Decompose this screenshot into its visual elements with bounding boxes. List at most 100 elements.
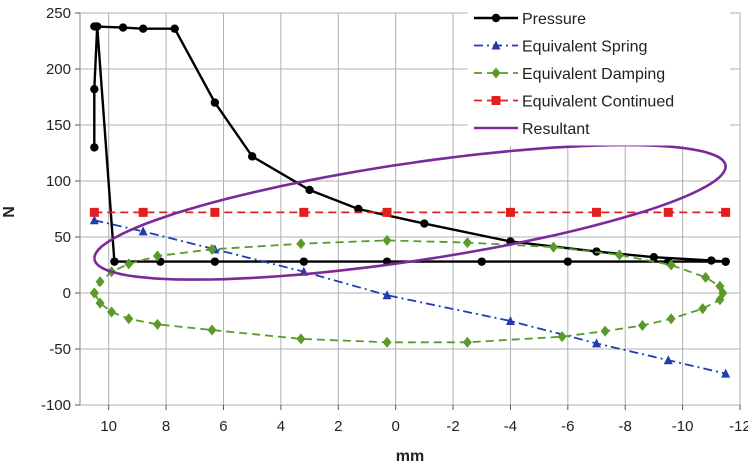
series-equivalent-spring: [89, 215, 731, 378]
data-point-equivalent-continued: [592, 207, 602, 217]
data-point-pressure: [354, 204, 363, 214]
legend-label-pressure: Pressure: [522, 11, 586, 28]
data-point-pressure: [305, 185, 314, 195]
x-tick-label: -8: [619, 418, 632, 435]
y-tick-label: 100: [46, 173, 71, 190]
data-point-pressure: [247, 152, 257, 161]
x-tick-label: -2: [446, 418, 459, 435]
data-point-equivalent-damping: [666, 313, 676, 325]
y-tick-label: 150: [46, 117, 71, 134]
data-point-equivalent-spring: [505, 316, 515, 325]
x-tick-label: -4: [504, 418, 517, 435]
data-point-equivalent-damping: [382, 234, 392, 246]
legend-marker-equivalent-damping: [491, 67, 501, 79]
y-tick-label: -50: [49, 341, 71, 358]
data-point-equivalent-damping: [152, 250, 162, 262]
data-point-pressure: [90, 84, 99, 94]
x-tick-label: 4: [277, 418, 285, 435]
data-point-equivalent-damping: [557, 331, 567, 343]
legend-label-equivalent-damping: Equivalent Damping: [522, 66, 665, 83]
series-layer: [89, 22, 731, 378]
data-point-equivalent-continued: [210, 207, 220, 217]
series-line-equivalent-damping: [93, 239, 724, 344]
data-point-equivalent-continued: [663, 207, 673, 217]
x-tick-label: 2: [334, 418, 342, 435]
axes: 10 8 6 4 2 0 -2 -4 -6 -8 -10 -12 -100 -50 0 50 100 150 200…: [41, 5, 748, 435]
data-point-pressure: [170, 24, 179, 33]
data-point-pressure: [90, 22, 99, 31]
legend: Pressure Equivalent Spring Equivalent Damp…: [468, 4, 730, 146]
data-point-equivalent-spring: [592, 338, 602, 348]
series-equivalent-damping: [89, 234, 728, 348]
data-point-equivalent-damping: [107, 306, 117, 318]
series-line-equivalent-spring: [94, 219, 726, 375]
data-point-equivalent-damping: [614, 249, 624, 261]
series-resultant: [93, 143, 728, 281]
data-point-equivalent-continued: [299, 207, 309, 217]
data-point-equivalent-damping: [698, 303, 708, 315]
legend-marker-equivalent-spring: [491, 40, 501, 50]
data-point-pressure: [299, 257, 309, 266]
data-point-equivalent-damping: [95, 297, 105, 309]
data-point-equivalent-damping: [382, 336, 392, 348]
data-point-pressure: [138, 24, 148, 33]
data-point-pressure: [420, 219, 429, 228]
data-point-equivalent-damping: [207, 243, 217, 255]
legend-marker-pressure: [491, 13, 501, 23]
data-point-pressure: [210, 257, 220, 266]
x-tick-label: 10: [100, 418, 117, 435]
data-point-equivalent-damping: [95, 276, 105, 288]
x-tick-label: 0: [391, 418, 399, 435]
y-tick-label: 200: [46, 61, 71, 78]
data-point-equivalent-damping: [462, 336, 472, 348]
legend-item-equivalent-continued: Equivalent Continued: [474, 94, 674, 111]
x-tick-label: -6: [561, 418, 574, 435]
data-point-equivalent-continued: [382, 207, 392, 217]
data-point-pressure: [649, 252, 659, 262]
data-point-equivalent-spring: [721, 368, 731, 378]
legend-label-equivalent-continued: Equivalent Continued: [522, 94, 674, 111]
data-point-equivalent-damping: [207, 324, 217, 336]
legend-background: [468, 4, 730, 146]
data-point-equivalent-damping: [89, 287, 99, 299]
x-tick-label: -12: [729, 418, 748, 435]
data-point-equivalent-continued: [89, 207, 99, 217]
data-point-equivalent-continued: [505, 207, 515, 217]
data-point-equivalent-damping: [666, 259, 676, 271]
data-point-equivalent-spring: [89, 215, 99, 225]
legend-label-equivalent-spring: Equivalent Spring: [522, 39, 647, 56]
x-tick-label: -10: [672, 418, 694, 435]
data-point-equivalent-damping: [462, 237, 472, 249]
legend-item-equivalent-spring: Equivalent Spring: [474, 39, 647, 56]
data-point-pressure: [90, 143, 99, 152]
y-tick-label: 250: [46, 5, 71, 22]
data-point-pressure: [563, 257, 573, 266]
data-point-pressure: [110, 257, 119, 266]
data-point-pressure: [118, 23, 128, 32]
data-point-equivalent-spring: [663, 355, 673, 365]
data-point-equivalent-spring: [138, 226, 148, 236]
data-point-equivalent-damping: [701, 271, 711, 283]
legend-item-resultant: Resultant: [474, 121, 590, 138]
legend-item-pressure: Pressure: [474, 11, 586, 28]
data-point-pressure: [721, 257, 730, 266]
data-point-equivalent-damping: [124, 258, 134, 270]
data-point-equivalent-continued: [138, 207, 148, 217]
data-point-equivalent-continued: [721, 207, 731, 217]
legend-marker-equivalent-continued: [491, 96, 501, 105]
x-tick-label: 6: [219, 418, 227, 435]
data-point-equivalent-damping: [124, 313, 134, 325]
data-point-equivalent-spring: [382, 290, 392, 300]
x-tick-label: 8: [162, 418, 170, 435]
data-point-pressure: [707, 256, 716, 265]
data-point-equivalent-damping: [715, 280, 725, 292]
data-point-equivalent-damping: [296, 333, 306, 345]
series-line-resultant: [93, 143, 728, 281]
y-tick-label: 50: [54, 229, 71, 246]
data-point-equivalent-damping: [637, 319, 647, 331]
data-point-equivalent-damping: [152, 318, 162, 330]
y-axis-title: N: [1, 206, 18, 218]
x-axis-title: mm: [396, 448, 424, 465]
